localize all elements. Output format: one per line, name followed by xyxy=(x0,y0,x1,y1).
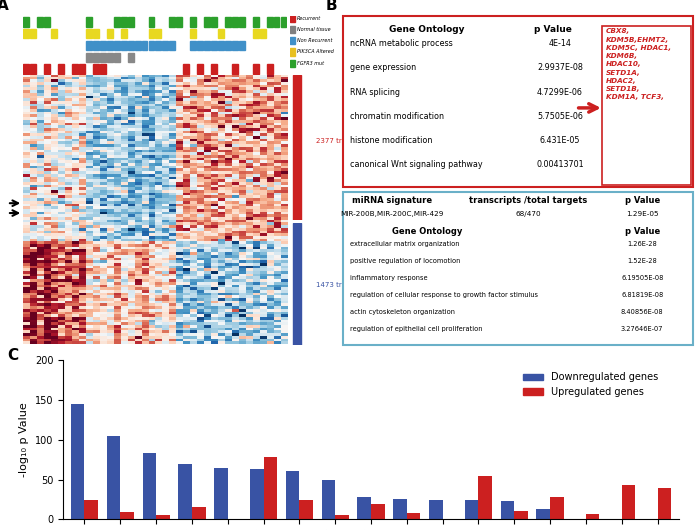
Text: p Value: p Value xyxy=(624,196,660,205)
Text: canonical Wnt signaling pathway: canonical Wnt signaling pathway xyxy=(350,161,482,170)
Text: 68/470: 68/470 xyxy=(516,211,541,217)
Bar xyxy=(71,404,85,519)
Text: B: B xyxy=(326,0,337,13)
Text: 1.29E-05: 1.29E-05 xyxy=(626,211,659,217)
Bar xyxy=(407,513,421,519)
Text: regulation of epithelial cell proliferation: regulation of epithelial cell proliferat… xyxy=(350,326,482,332)
Text: 4.7299E-06: 4.7299E-06 xyxy=(537,87,583,96)
Bar xyxy=(264,457,277,519)
Text: 6.81819E-08: 6.81819E-08 xyxy=(621,292,664,298)
Text: 2377 transcripts: 2377 transcripts xyxy=(316,138,374,144)
Bar xyxy=(465,500,478,519)
Y-axis label: -log₁₀ p Value: -log₁₀ p Value xyxy=(19,402,29,478)
Text: miRNA signature: miRNA signature xyxy=(352,196,432,205)
Bar xyxy=(106,436,120,519)
Bar xyxy=(500,501,514,519)
Text: 5.7505E-06: 5.7505E-06 xyxy=(537,112,583,121)
Text: extracellular matrix organization: extracellular matrix organization xyxy=(350,241,459,247)
Text: p Value: p Value xyxy=(624,227,660,236)
Bar xyxy=(156,515,169,519)
Text: A: A xyxy=(0,0,9,13)
Text: 3.27646E-07: 3.27646E-07 xyxy=(621,326,664,332)
Text: histone modification: histone modification xyxy=(350,136,433,145)
Bar xyxy=(300,500,313,519)
Bar xyxy=(120,512,134,519)
FancyBboxPatch shape xyxy=(602,26,692,185)
Bar xyxy=(214,467,228,519)
Bar xyxy=(478,476,492,519)
Text: p Value: p Value xyxy=(534,25,572,34)
Bar xyxy=(321,480,335,519)
Text: 6.19505E-08: 6.19505E-08 xyxy=(621,275,664,281)
Bar xyxy=(514,511,528,519)
Text: 1473 transcripts: 1473 transcripts xyxy=(316,282,374,288)
Text: MIR-200B,MIR-200C,MIR-429: MIR-200B,MIR-200C,MIR-429 xyxy=(340,211,444,217)
FancyBboxPatch shape xyxy=(343,192,693,344)
FancyBboxPatch shape xyxy=(343,16,693,187)
Text: gene expression: gene expression xyxy=(350,63,416,72)
Text: RNA splicing: RNA splicing xyxy=(350,87,400,96)
Text: transcripts /total targets: transcripts /total targets xyxy=(470,196,587,205)
Text: ncRNA metabolic process: ncRNA metabolic process xyxy=(350,39,453,48)
Bar xyxy=(657,488,671,519)
Text: actin cytoskeleton organization: actin cytoskeleton organization xyxy=(350,310,455,315)
Bar xyxy=(143,453,156,519)
Text: 1.52E-28: 1.52E-28 xyxy=(627,258,657,264)
Text: 0.00413701: 0.00413701 xyxy=(536,161,584,170)
Bar xyxy=(335,515,349,519)
Bar xyxy=(371,505,384,519)
Text: C: C xyxy=(8,348,19,363)
Legend: Downregulated genes, Upregulated genes: Downregulated genes, Upregulated genes xyxy=(519,368,662,401)
Text: chromatin modification: chromatin modification xyxy=(350,112,444,121)
Text: 6.431E-05: 6.431E-05 xyxy=(540,136,580,145)
Bar xyxy=(192,508,206,519)
Bar xyxy=(178,464,192,519)
Text: 8.40856E-08: 8.40856E-08 xyxy=(621,310,664,315)
Text: Gene Ontology: Gene Ontology xyxy=(392,227,462,236)
Bar xyxy=(286,471,300,519)
Bar xyxy=(250,470,264,519)
Bar xyxy=(358,497,371,519)
Bar xyxy=(586,514,599,519)
Text: inflammatory response: inflammatory response xyxy=(350,275,428,281)
Text: CBX8,
KDM5B,EHMT2,
KDM5C, HDAC1,
KDM6B,
HDAC10,
SETD1A,
HDAC2,
SETD1B,
KDM1A, TC: CBX8, KDM5B,EHMT2, KDM5C, HDAC1, KDM6B, … xyxy=(606,29,671,100)
Text: regulation of cellular response to growth factor stimulus: regulation of cellular response to growt… xyxy=(350,292,538,298)
Bar xyxy=(393,499,407,519)
Bar xyxy=(429,500,442,519)
Text: positive regulation of locomotion: positive regulation of locomotion xyxy=(350,258,461,264)
Bar xyxy=(622,485,636,519)
Text: Gene Ontology: Gene Ontology xyxy=(389,25,465,34)
Bar xyxy=(85,500,98,519)
Text: 4E-14: 4E-14 xyxy=(549,39,571,48)
Bar xyxy=(536,509,550,519)
Text: 1.26E-28: 1.26E-28 xyxy=(627,241,657,247)
Text: 2.9937E-08: 2.9937E-08 xyxy=(537,63,583,72)
Bar xyxy=(550,497,564,519)
